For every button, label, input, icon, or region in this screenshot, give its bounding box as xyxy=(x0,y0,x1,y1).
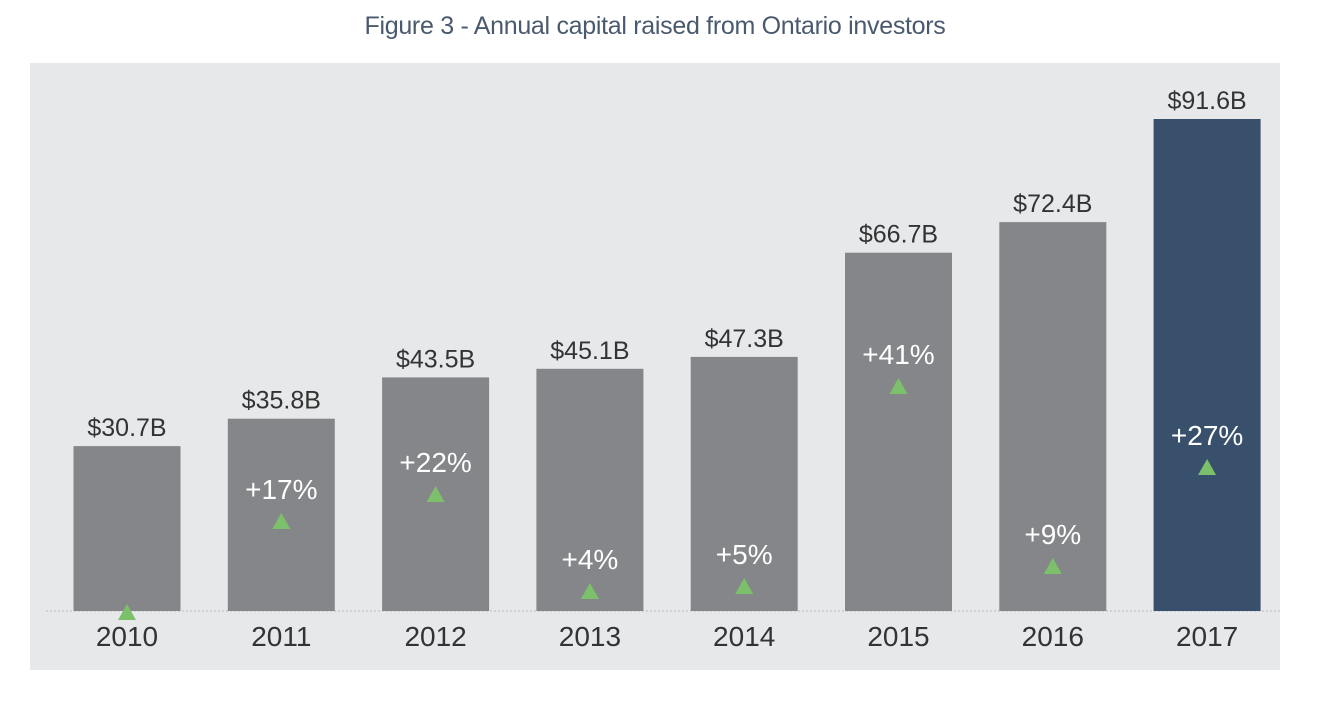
growth-arrow-2016 xyxy=(1043,558,1062,574)
value-label-2015: $66.7B xyxy=(859,221,938,249)
bar-2010 xyxy=(73,446,181,611)
bar-2013 xyxy=(536,368,644,611)
growth-arrow-2017 xyxy=(1198,459,1217,475)
value-label-2011: $35.8B xyxy=(242,387,321,415)
bar-2017 xyxy=(1153,119,1261,611)
growth-label-2015: +41% xyxy=(862,339,934,370)
growth-arrow-2011 xyxy=(272,513,291,529)
growth-arrow-2013 xyxy=(580,583,599,599)
bar-2014 xyxy=(690,356,798,611)
value-label-2016: $72.4B xyxy=(1013,190,1092,218)
x-tick-label-2010: 2010 xyxy=(96,621,158,652)
x-tick-label-2016: 2016 xyxy=(1022,621,1084,652)
value-label-2013: $45.1B xyxy=(550,337,629,365)
bars-group: $30.7B 2010 $35.8B 2011 +17% $43.5B 2012 +22% $4… xyxy=(73,87,1261,652)
chart-title: Figure 3 - Annual capital raised from On… xyxy=(364,12,946,40)
growth-label-2016: +9% xyxy=(1024,519,1081,550)
growth-arrow-2012 xyxy=(426,486,445,502)
growth-label-2014: +5% xyxy=(716,539,773,570)
value-label-2012: $43.5B xyxy=(396,345,475,373)
x-tick-label-2015: 2015 xyxy=(867,621,929,652)
growth-label-2017: +27% xyxy=(1171,420,1243,451)
value-label-2010: $30.7B xyxy=(87,414,166,442)
growth-arrow-2010 xyxy=(118,604,136,620)
growth-label-2013: +4% xyxy=(561,544,618,575)
bar-2015 xyxy=(845,252,952,611)
x-tick-label-2014: 2014 xyxy=(713,621,775,652)
bar-2016 xyxy=(999,222,1107,611)
growth-arrow-2014 xyxy=(735,578,754,594)
value-label-2017: $91.6B xyxy=(1167,87,1246,115)
growth-label-2011: +17% xyxy=(245,474,317,505)
growth-arrow-2015 xyxy=(889,378,908,394)
x-tick-label-2013: 2013 xyxy=(559,621,621,652)
growth-label-2012: +22% xyxy=(399,447,471,478)
value-label-2014: $47.3B xyxy=(705,325,784,353)
x-tick-label-2012: 2012 xyxy=(404,621,466,652)
x-tick-label-2011: 2011 xyxy=(251,621,311,652)
x-tick-label-2017: 2017 xyxy=(1176,621,1238,652)
